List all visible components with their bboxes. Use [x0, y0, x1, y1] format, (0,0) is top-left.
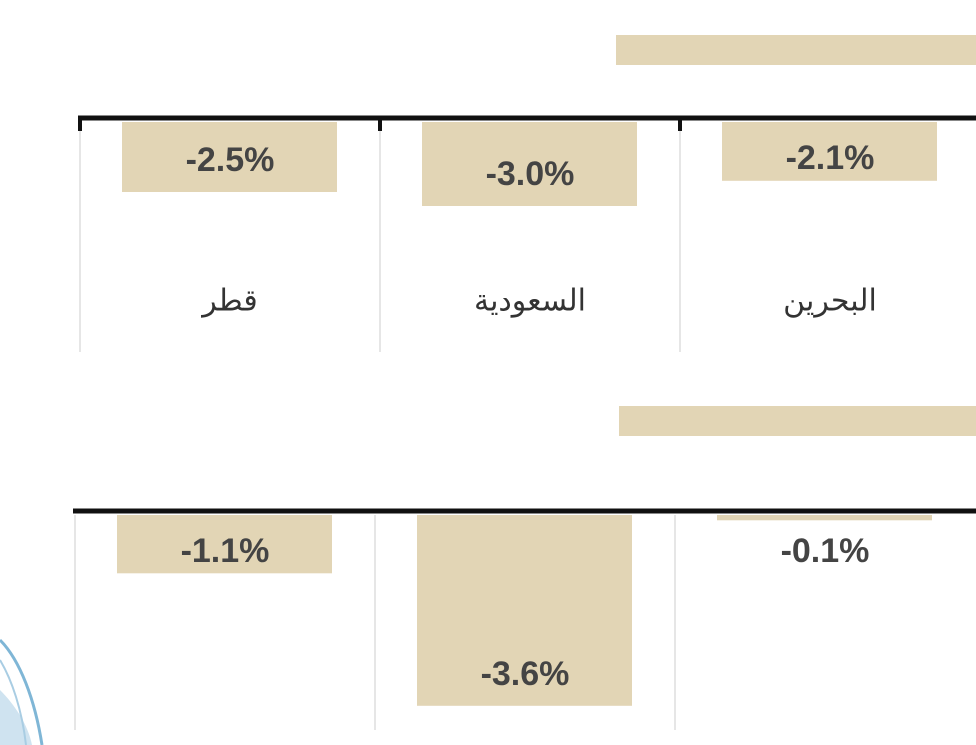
category-label: البحرين: [783, 284, 877, 319]
value-label: -1.1%: [181, 532, 270, 570]
value-label: -3.6%: [481, 655, 570, 693]
bar: [717, 515, 932, 521]
bar: [417, 515, 632, 706]
bar: [117, 515, 332, 574]
value-label: -0.1%: [781, 532, 870, 570]
bar: [722, 122, 937, 181]
value-label: -2.5%: [186, 141, 275, 179]
value-label: -3.0%: [486, 155, 575, 193]
tick: [378, 118, 382, 131]
decoration: [0, 659, 27, 745]
title-box: [619, 406, 976, 436]
tick: [78, 118, 82, 131]
title-box: [616, 35, 976, 65]
value-label: -2.1%: [786, 139, 875, 177]
category-label: السعودية: [474, 284, 586, 319]
bar: [422, 122, 637, 206]
bar: [122, 122, 337, 192]
decoration: [0, 638, 44, 745]
tick: [678, 118, 682, 131]
category-label: قطر: [200, 284, 258, 319]
